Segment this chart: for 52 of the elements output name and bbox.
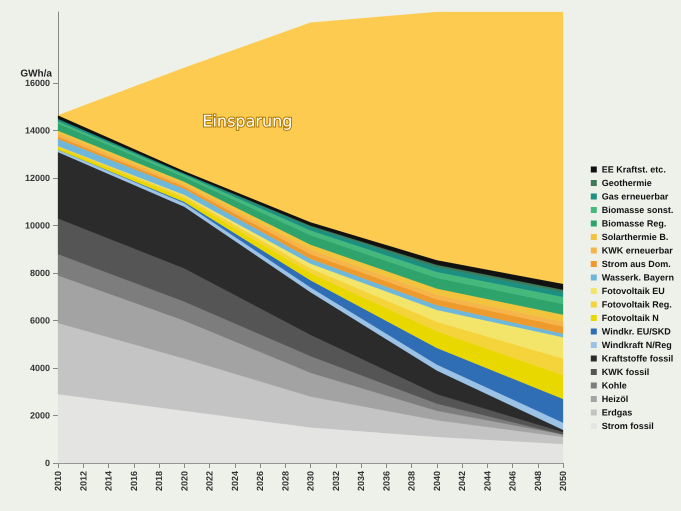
legend-label: Wasserk. Bayern (602, 272, 674, 282)
x-tick-label: 2016 (128, 471, 139, 492)
x-tick-label: 2044 (482, 471, 492, 492)
x-tick-label: 2026 (255, 471, 265, 492)
x-tick-label: 2048 (532, 471, 543, 492)
legend-label: Strom fossil (602, 421, 654, 431)
x-tick-label: 2014 (104, 471, 114, 492)
x-tick-label: 2018 (154, 471, 164, 492)
y-tick-label: 10000 (24, 220, 50, 231)
legend-label: Windkr. EU/SKD (602, 326, 672, 336)
x-tick-label: 2030 (306, 471, 316, 492)
x-tick-label: 2046 (508, 471, 518, 492)
x-tick-label: 2036 (381, 471, 392, 492)
x-tick-label: 2012 (78, 471, 88, 492)
legend-label: Kohle (602, 380, 627, 390)
y-tick-label: 6000 (30, 316, 50, 326)
x-tick-label: 2022 (204, 471, 214, 492)
y-tick-label: 14000 (24, 126, 50, 136)
x-tick-label: 2034 (356, 471, 366, 492)
legend-label: Strom aus Dom. (602, 259, 671, 269)
legend-label: KWK fossil (602, 367, 650, 377)
y-tick-label: 16000 (24, 78, 50, 88)
x-tick-label: 2032 (330, 471, 341, 492)
y-tick-label: 12000 (24, 173, 50, 184)
x-tick-label: 2010 (53, 471, 63, 492)
y-axis-title: GWh/a (20, 68, 52, 80)
x-tick-label: 2020 (179, 471, 190, 492)
x-tick-label: 2050 (558, 471, 568, 492)
x-tick-label: 2038 (406, 471, 416, 492)
legend-label: Biomasse Reg. (602, 218, 666, 228)
legend-label: Geothermie (602, 178, 652, 188)
legend-label: KWK erneuerbar (602, 246, 674, 256)
y-tick-label: 8000 (30, 268, 50, 278)
legend-label: Windkraft N/Reg (602, 340, 672, 350)
legend-label: Biomasse sonst. (602, 205, 674, 215)
y-tick-label: 4000 (30, 363, 50, 374)
legend-label: EE Kraftst. etc. (602, 164, 666, 174)
y-tick-label: 2000 (30, 410, 50, 421)
legend-label: Gas erneuerbar (602, 192, 669, 202)
legend-label: Solarthermie B. (602, 232, 668, 242)
x-tick-label: 2042 (457, 471, 467, 492)
series-label: Einsparung (202, 111, 292, 130)
legend-label: Erdgas (602, 408, 632, 418)
x-tick-label: 2028 (280, 471, 290, 492)
x-tick-label: 2024 (230, 471, 240, 492)
legend-label: Heizöl (602, 394, 628, 404)
x-tick-label: 2040 (432, 471, 442, 492)
y-tick-label: 0 (44, 458, 50, 468)
legend-label: Kraftstoffe fossil (602, 354, 674, 364)
legend-label: Fotovoltaik N (602, 313, 659, 323)
legend-label: Fotovoltaik EU (602, 286, 665, 296)
legend-label: Fotovoltaik Reg. (602, 300, 672, 310)
